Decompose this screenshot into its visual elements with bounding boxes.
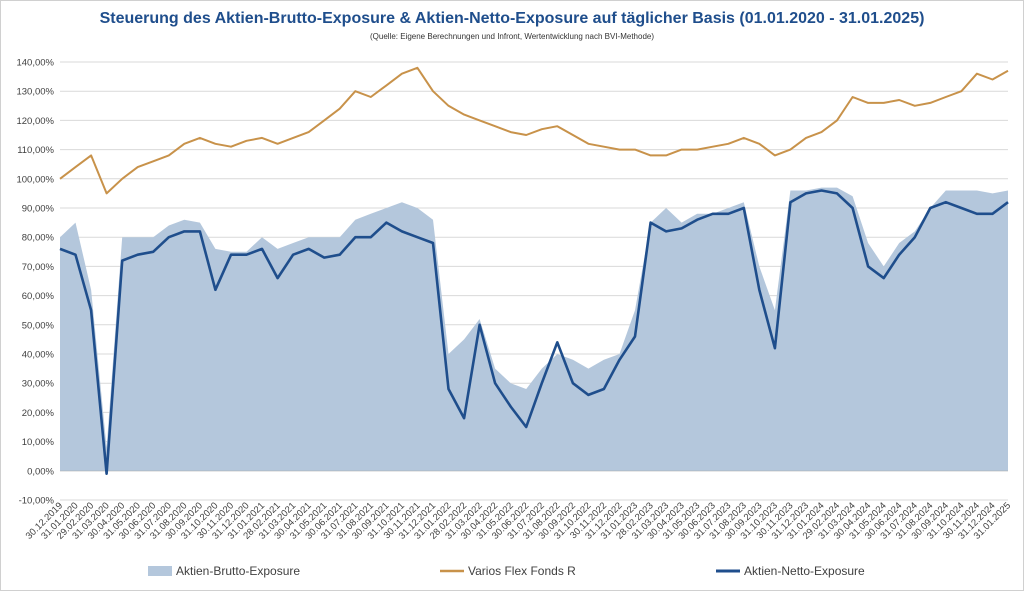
- y-tick-label: 30,00%: [22, 379, 55, 390]
- x-axis-tick-labels: 30.12.201931.01.202029.02.202031.03.2020…: [24, 500, 1013, 541]
- series-layer: [59, 66, 1009, 475]
- y-axis-tick-labels: -10,00% 0,00% 10,00% 20,00% 30,00% 40,00% 50,0…: [16, 58, 54, 507]
- series-area-brutto-exposure: [60, 187, 1008, 471]
- y-tick-label: -10,00%: [19, 496, 55, 507]
- y-tick-label: 60,00%: [22, 291, 55, 302]
- legend: Aktien-Brutto-Exposure Varios Flex Fonds …: [148, 564, 865, 578]
- y-tick-label: 40,00%: [22, 350, 55, 361]
- y-tick-label: 0,00%: [27, 466, 54, 477]
- series-line-fonds: [59, 66, 1009, 195]
- series-line-netto-exposure: [59, 189, 1009, 475]
- legend-label: Aktien-Brutto-Exposure: [176, 564, 300, 578]
- chart-title: Steuerung des Aktien-Brutto-Exposure & A…: [99, 10, 925, 27]
- y-tick-label: 10,00%: [22, 437, 55, 448]
- y-tick-label: 110,00%: [17, 145, 54, 156]
- legend-label: Aktien-Netto-Exposure: [744, 564, 865, 578]
- chart-subtitle: (Quelle: Eigene Berechnungen und Infront…: [369, 32, 655, 41]
- y-tick-label: 120,00%: [16, 116, 54, 127]
- legend-label: Varios Flex Fonds R: [468, 564, 576, 578]
- y-tick-label: 50,00%: [22, 320, 55, 331]
- y-tick-label: 130,00%: [16, 87, 54, 98]
- y-tick-label: 90,00%: [22, 204, 55, 215]
- legend-swatch-brutto-exposure: [148, 566, 172, 576]
- y-tick-label: 20,00%: [22, 408, 55, 419]
- y-tick-label: 80,00%: [22, 233, 55, 244]
- y-tick-label: 100,00%: [16, 174, 54, 185]
- y-tick-label: 70,00%: [22, 262, 55, 273]
- y-tick-label: 140,00%: [16, 58, 54, 69]
